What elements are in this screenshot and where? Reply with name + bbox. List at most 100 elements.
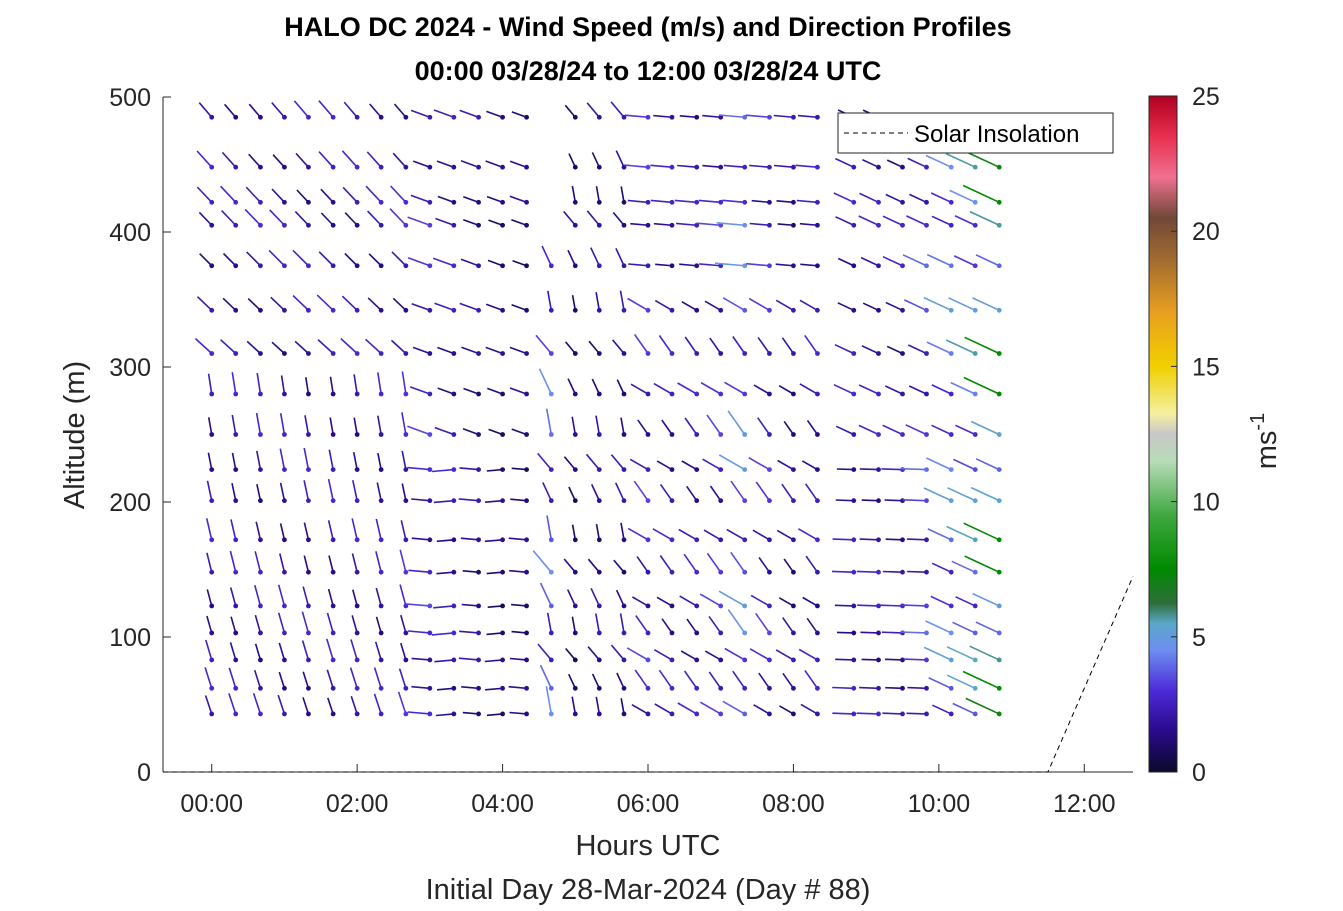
wind-barb-point xyxy=(330,711,336,717)
wind-barb-stick xyxy=(748,457,770,471)
wind-barb-stick xyxy=(832,686,854,690)
wind-barb-stick xyxy=(301,611,310,634)
wind-barb-stick xyxy=(367,210,382,226)
colorbar-ticks: 0 5 10 15 20 25 xyxy=(1171,83,1220,787)
wind-barb-point xyxy=(596,432,602,437)
wind-barb-stick xyxy=(377,372,382,395)
wind-barb-point xyxy=(500,164,505,170)
wind-barb-point xyxy=(476,657,481,663)
wind-barb-point xyxy=(282,711,287,717)
wind-barb-stick xyxy=(567,378,577,395)
wind-barb-point xyxy=(694,467,700,472)
wind-barb-point xyxy=(876,498,881,504)
wind-barb-stick xyxy=(432,257,455,267)
wind-barb-point xyxy=(330,630,336,636)
wind-barb-stick xyxy=(686,485,698,502)
wind-barb-point xyxy=(742,537,748,543)
wind-barb-point xyxy=(476,199,481,205)
wind-barb-stick xyxy=(303,555,310,573)
wind-barb-point xyxy=(669,657,675,663)
wind-barb-stick xyxy=(965,150,1000,168)
wind-barb-stick xyxy=(231,372,237,395)
wind-barb-stick xyxy=(833,383,855,395)
wind-barb-point xyxy=(354,222,360,228)
wind-barb-stick xyxy=(487,605,503,608)
wind-barb-point xyxy=(948,222,954,228)
wind-barb-stick xyxy=(708,615,722,634)
wind-barb-point xyxy=(851,199,857,205)
wind-barb-point xyxy=(572,307,578,313)
wind-barb-point xyxy=(306,498,311,504)
wind-barb-point xyxy=(924,603,929,609)
wind-barb-point xyxy=(996,164,1002,170)
wind-barb-point xyxy=(330,685,336,691)
colorbar-unit-exponent: -1 xyxy=(1247,413,1269,431)
wind-barb-stick xyxy=(923,296,952,312)
wind-barb-stick xyxy=(198,102,213,118)
wind-barb-point xyxy=(258,432,263,437)
wind-barb-point xyxy=(476,391,481,397)
wind-barb-point xyxy=(233,685,239,691)
wind-barb-stick xyxy=(782,617,795,634)
wind-barb-point xyxy=(621,164,627,170)
wind-barb-stick xyxy=(748,297,770,311)
wind-barb-point xyxy=(596,711,602,717)
wind-barb-point xyxy=(451,114,457,120)
wind-barb-stick xyxy=(964,336,1000,355)
wind-barb-stick xyxy=(485,303,503,312)
wind-barb-stick xyxy=(964,555,1000,573)
wind-barb-stick xyxy=(229,550,237,573)
wind-barb-stick xyxy=(341,295,358,311)
wind-barb-stick xyxy=(546,612,553,634)
wind-barb-stick xyxy=(317,339,334,355)
wind-barb-point xyxy=(427,603,433,609)
wind-barb-stick xyxy=(773,164,794,168)
wind-barb-stick xyxy=(775,649,794,661)
wind-barb-point xyxy=(282,657,287,663)
wind-barb-point xyxy=(451,498,457,504)
wind-barb-stick xyxy=(206,552,213,573)
wind-barb-stick xyxy=(410,109,431,119)
wind-barb-stick xyxy=(902,499,927,502)
wind-barb-stick xyxy=(832,712,854,715)
wind-barb-point xyxy=(330,222,336,228)
wind-barb-stick xyxy=(948,297,976,312)
wind-barb-point xyxy=(427,537,433,543)
wind-barb-point xyxy=(572,114,578,120)
wind-barb-point xyxy=(815,222,820,228)
wind-barb-point xyxy=(815,537,820,543)
wind-barb-point xyxy=(572,537,578,543)
wind-barb-stick xyxy=(353,374,358,395)
wind-barb-stick xyxy=(390,339,407,355)
wind-barb-stick xyxy=(350,695,358,715)
wind-barb-point xyxy=(378,537,384,543)
wind-barb-stick xyxy=(806,419,819,435)
wind-barb-stick xyxy=(804,483,819,502)
wind-barb-point xyxy=(427,467,433,472)
wind-barb-point xyxy=(767,391,772,397)
wind-barb-point xyxy=(596,537,602,543)
wind-barb-point xyxy=(645,307,651,313)
wind-barb-point xyxy=(815,351,820,356)
wind-barb-point xyxy=(851,307,857,313)
wind-barb-stick xyxy=(271,102,286,118)
wind-barb-stick xyxy=(795,164,818,168)
wind-barb-point xyxy=(815,657,820,663)
wind-barb-point xyxy=(924,432,929,437)
wind-barb-stick xyxy=(706,552,722,573)
wind-barb-point xyxy=(996,351,1002,356)
wind-barb-stick xyxy=(375,551,382,573)
wind-barb-point xyxy=(282,685,287,691)
wind-barb-stick xyxy=(805,555,819,573)
wind-barb-point xyxy=(354,391,360,397)
wind-barb-stick xyxy=(679,595,698,607)
wind-barb-point xyxy=(596,603,602,609)
wind-barb-stick xyxy=(881,468,903,471)
wind-barb-point xyxy=(742,351,748,356)
wind-barb-point xyxy=(258,685,263,691)
wind-barb-stick xyxy=(566,589,577,607)
wind-barb-stick xyxy=(280,375,286,395)
wind-barb-stick xyxy=(407,711,430,715)
wind-barb-stick xyxy=(377,452,382,470)
wind-barb-stick xyxy=(436,160,455,168)
